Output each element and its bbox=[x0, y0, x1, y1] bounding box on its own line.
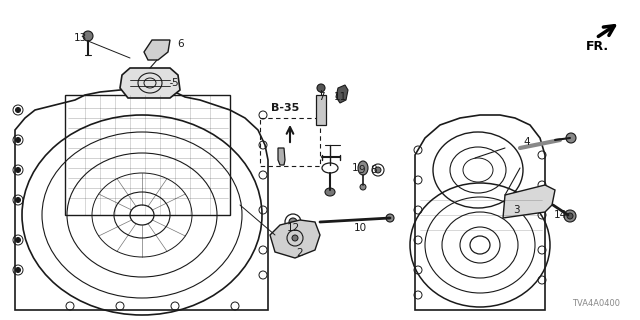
Text: 7: 7 bbox=[317, 92, 324, 102]
Circle shape bbox=[567, 213, 573, 219]
Ellipse shape bbox=[325, 188, 335, 196]
Polygon shape bbox=[144, 40, 170, 60]
Circle shape bbox=[375, 167, 381, 173]
Circle shape bbox=[15, 108, 20, 113]
Circle shape bbox=[360, 184, 366, 190]
Text: TVA4A0400: TVA4A0400 bbox=[572, 299, 620, 308]
Circle shape bbox=[83, 31, 93, 41]
Bar bbox=[65, 95, 230, 215]
Circle shape bbox=[15, 268, 20, 273]
Polygon shape bbox=[503, 185, 555, 218]
Polygon shape bbox=[336, 85, 348, 103]
Polygon shape bbox=[278, 148, 285, 165]
Text: FR.: FR. bbox=[586, 40, 609, 53]
Bar bbox=[316, 95, 326, 125]
Ellipse shape bbox=[358, 161, 368, 175]
Ellipse shape bbox=[317, 84, 325, 92]
Polygon shape bbox=[270, 220, 320, 258]
Text: 8: 8 bbox=[371, 165, 378, 175]
Circle shape bbox=[564, 210, 576, 222]
Circle shape bbox=[15, 237, 20, 243]
Circle shape bbox=[15, 138, 20, 142]
Text: 2: 2 bbox=[297, 248, 303, 258]
Text: 12: 12 bbox=[286, 223, 300, 233]
Text: 14: 14 bbox=[554, 210, 566, 220]
Text: 4: 4 bbox=[524, 137, 531, 147]
Text: 1: 1 bbox=[352, 163, 358, 173]
Text: 10: 10 bbox=[353, 223, 367, 233]
Circle shape bbox=[292, 235, 298, 241]
Text: 13: 13 bbox=[74, 33, 86, 43]
Text: 3: 3 bbox=[513, 205, 519, 215]
Text: 9: 9 bbox=[358, 165, 365, 175]
Text: B-35: B-35 bbox=[271, 103, 299, 113]
Circle shape bbox=[15, 167, 20, 172]
Text: 5: 5 bbox=[171, 78, 177, 88]
Text: 6: 6 bbox=[178, 39, 184, 49]
Circle shape bbox=[386, 214, 394, 222]
Circle shape bbox=[566, 133, 576, 143]
Circle shape bbox=[15, 197, 20, 203]
Text: 11: 11 bbox=[333, 92, 347, 102]
Bar bbox=[260, 118, 320, 166]
Circle shape bbox=[289, 218, 297, 226]
Polygon shape bbox=[120, 68, 180, 98]
